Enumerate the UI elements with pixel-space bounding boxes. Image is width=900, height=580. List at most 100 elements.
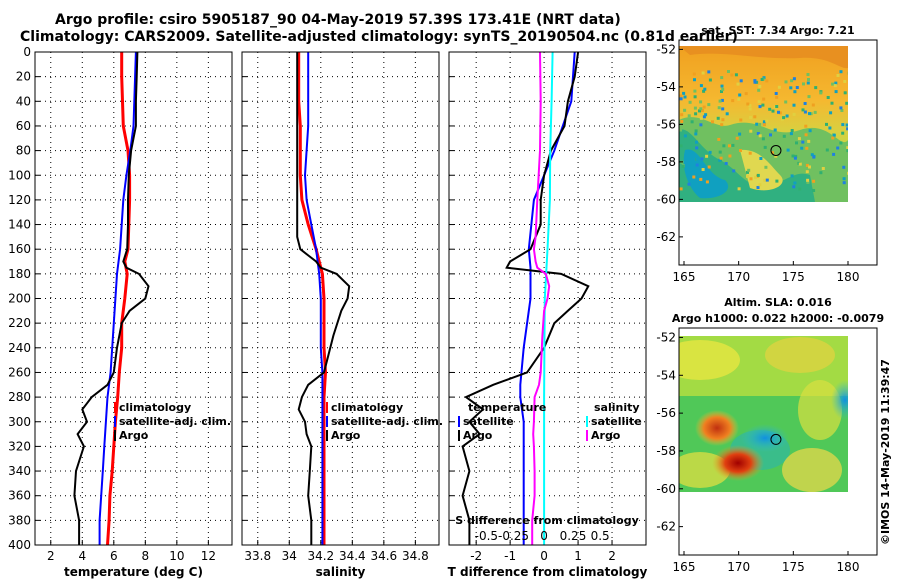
sst-pixel	[694, 132, 698, 136]
sst-pixel	[793, 90, 797, 94]
axes-frame	[34, 51, 233, 546]
legend-swatch	[326, 402, 328, 413]
map-y-tick-label: -62	[656, 520, 676, 534]
sst-pixel	[841, 143, 845, 147]
sst-pixel	[807, 95, 811, 99]
sst-pixel	[825, 148, 829, 152]
sst-pixel	[782, 116, 786, 120]
sst-pixel	[790, 79, 794, 83]
map-y-tick-label: -60	[656, 192, 676, 206]
sst-pixel	[748, 151, 752, 155]
y-tick-label: 40	[16, 94, 31, 108]
sst-pixel	[703, 87, 707, 91]
sst-pixel	[814, 86, 818, 90]
sst-pixel	[773, 128, 777, 132]
sst-pixel	[806, 180, 810, 184]
legend-swatch	[458, 416, 460, 427]
sst-pixel	[721, 107, 725, 111]
sst-pixel	[722, 144, 726, 148]
sst-pixel	[694, 112, 698, 116]
sst-pixel	[819, 171, 823, 175]
sst-pixel	[754, 175, 757, 179]
sst-pixel	[760, 78, 764, 81]
sst-pixel	[699, 100, 703, 104]
sst-pixel	[681, 165, 685, 168]
sst-pixel	[842, 177, 846, 181]
sst-pixel	[731, 99, 735, 103]
sst-pixel	[735, 136, 739, 140]
sst-pixel	[808, 165, 811, 169]
sst-pixel	[687, 114, 691, 118]
sst-pixel	[777, 85, 781, 89]
sst-pixel	[826, 96, 830, 99]
sst-pixel	[839, 141, 843, 145]
sst-pixel	[718, 158, 722, 162]
sst-pixel	[707, 70, 711, 74]
sst-pixel	[839, 106, 843, 110]
map-y-tick-label: -62	[656, 230, 676, 244]
sst-pixel	[738, 132, 742, 136]
sst-pixel	[682, 91, 686, 95]
sst-pixel	[793, 181, 797, 185]
map-x-tick-label: 175	[782, 560, 805, 574]
x-tick-label: 4	[78, 549, 86, 563]
sst-pixel	[736, 82, 740, 86]
sst-pixel	[679, 97, 683, 101]
series-line-s-argo	[531, 51, 551, 545]
sst-pixel	[821, 167, 825, 170]
map-frame	[678, 39, 878, 266]
sst-pixel	[846, 149, 848, 153]
map-y-tick-label: -56	[656, 117, 676, 131]
sst-pixel	[775, 179, 779, 183]
sst-pixel	[700, 157, 704, 161]
series-line-argo	[73, 51, 150, 545]
sst-pixel	[692, 181, 696, 185]
sst-pixel	[720, 84, 724, 88]
map-y-tick-label: -58	[656, 155, 676, 169]
sst-pixel	[731, 143, 735, 147]
y-tick-label: 340	[8, 464, 31, 478]
float-position-marker	[770, 433, 782, 445]
sst-pixel	[762, 120, 766, 124]
x-tick-label: 34.4	[339, 549, 366, 563]
legend-swatch	[326, 430, 328, 441]
x-tick-label: 1	[574, 549, 582, 563]
y-tick-label: 100	[8, 168, 31, 182]
map-title: sat. SST: 7.34 Argo: 7.21	[701, 24, 854, 37]
sst-pixel	[705, 154, 709, 158]
y-tick-label: 360	[8, 489, 31, 503]
sst-pixel	[798, 187, 802, 191]
sst-pixel	[831, 82, 835, 86]
sst-pixel	[847, 71, 848, 75]
sst-pixel	[828, 126, 832, 130]
sst-pixel	[804, 124, 808, 128]
sst-pixel	[764, 165, 768, 169]
legend-label: Argo	[331, 429, 361, 442]
top-tick-label: -0.5	[475, 529, 498, 543]
sst-pixel	[807, 139, 811, 143]
sst-pixel	[829, 111, 833, 115]
sst-pixel	[679, 128, 682, 132]
sst-pixel	[702, 89, 706, 93]
sst-pixel	[807, 78, 810, 81]
y-tick-label: 160	[8, 242, 31, 256]
sst-pixel	[784, 100, 788, 104]
sst-pixel	[785, 114, 789, 118]
map-x-tick-label: 165	[673, 270, 696, 284]
legend-swatch	[326, 416, 328, 427]
sst-pixel	[679, 94, 683, 98]
sst-pixel	[802, 82, 805, 86]
sst-pixel	[801, 108, 805, 112]
sst-pixel	[786, 148, 790, 152]
sst-pixel	[690, 120, 694, 124]
map-y-tick-label: -54	[656, 80, 676, 94]
legend-label: satellite-adj. clim.	[331, 415, 443, 428]
series-line-t-argo	[461, 51, 590, 545]
top-tick-label: 0	[540, 529, 548, 543]
sst-pixel	[738, 93, 742, 97]
sst-pixel	[753, 115, 757, 119]
sst-pixel	[792, 112, 796, 116]
sst-pixel	[804, 133, 808, 137]
sst-pixel	[772, 148, 776, 152]
y-tick-label: 380	[8, 513, 31, 527]
